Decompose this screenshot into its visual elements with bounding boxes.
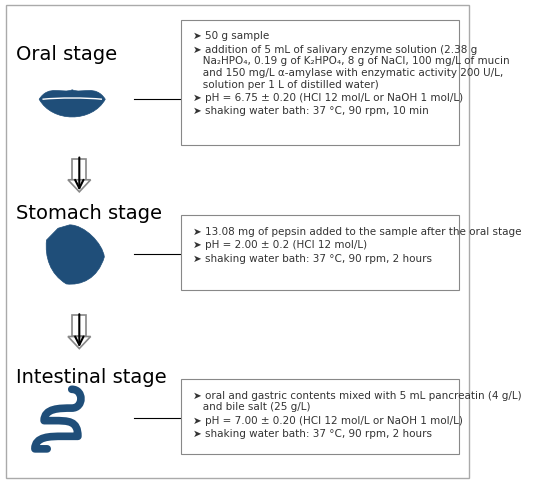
Text: Intestinal stage: Intestinal stage: [15, 367, 166, 386]
Text: Oral stage: Oral stage: [15, 45, 117, 64]
Text: Stomach stage: Stomach stage: [15, 203, 162, 223]
Text: ➤ pH = 2.00 ± 0.2 (HCl 12 mol/L): ➤ pH = 2.00 ± 0.2 (HCl 12 mol/L): [192, 240, 367, 250]
FancyBboxPatch shape: [72, 315, 86, 337]
Text: ➤ addition of 5 mL of salivary enzyme solution (2.38 g
   Na₂HPO₄, 0.19 g of K₂H: ➤ addition of 5 mL of salivary enzyme so…: [192, 45, 509, 90]
Text: ➤ 13.08 mg of pepsin added to the sample after the oral stage: ➤ 13.08 mg of pepsin added to the sample…: [192, 226, 521, 236]
Text: ➤ pH = 6.75 ± 0.20 (HCl 12 mol/L or NaOH 1 mol/L): ➤ pH = 6.75 ± 0.20 (HCl 12 mol/L or NaOH…: [192, 92, 463, 103]
PathPatch shape: [39, 91, 105, 118]
Polygon shape: [68, 337, 91, 349]
Text: ➤ pH = 7.00 ± 0.20 (HCl 12 mol/L or NaOH 1 mol/L): ➤ pH = 7.00 ± 0.20 (HCl 12 mol/L or NaOH…: [192, 415, 463, 424]
Text: ➤ oral and gastric contents mixed with 5 mL pancreatin (4 g/L)
   and bile salt : ➤ oral and gastric contents mixed with 5…: [192, 390, 521, 411]
Text: ➤ 50 g sample: ➤ 50 g sample: [192, 31, 269, 41]
FancyBboxPatch shape: [181, 215, 459, 290]
FancyBboxPatch shape: [181, 21, 459, 146]
Text: ➤ shaking water bath: 37 °C, 90 rpm, 2 hours: ➤ shaking water bath: 37 °C, 90 rpm, 2 h…: [192, 253, 432, 263]
FancyBboxPatch shape: [72, 159, 86, 181]
FancyBboxPatch shape: [6, 6, 469, 478]
Text: ➤ shaking water bath: 37 °C, 90 rpm, 10 min: ➤ shaking water bath: 37 °C, 90 rpm, 10 …: [192, 106, 428, 116]
FancyBboxPatch shape: [181, 379, 459, 454]
Text: ➤ shaking water bath: 37 °C, 90 rpm, 2 hours: ➤ shaking water bath: 37 °C, 90 rpm, 2 h…: [192, 428, 432, 438]
PathPatch shape: [46, 226, 104, 285]
Polygon shape: [68, 181, 91, 193]
